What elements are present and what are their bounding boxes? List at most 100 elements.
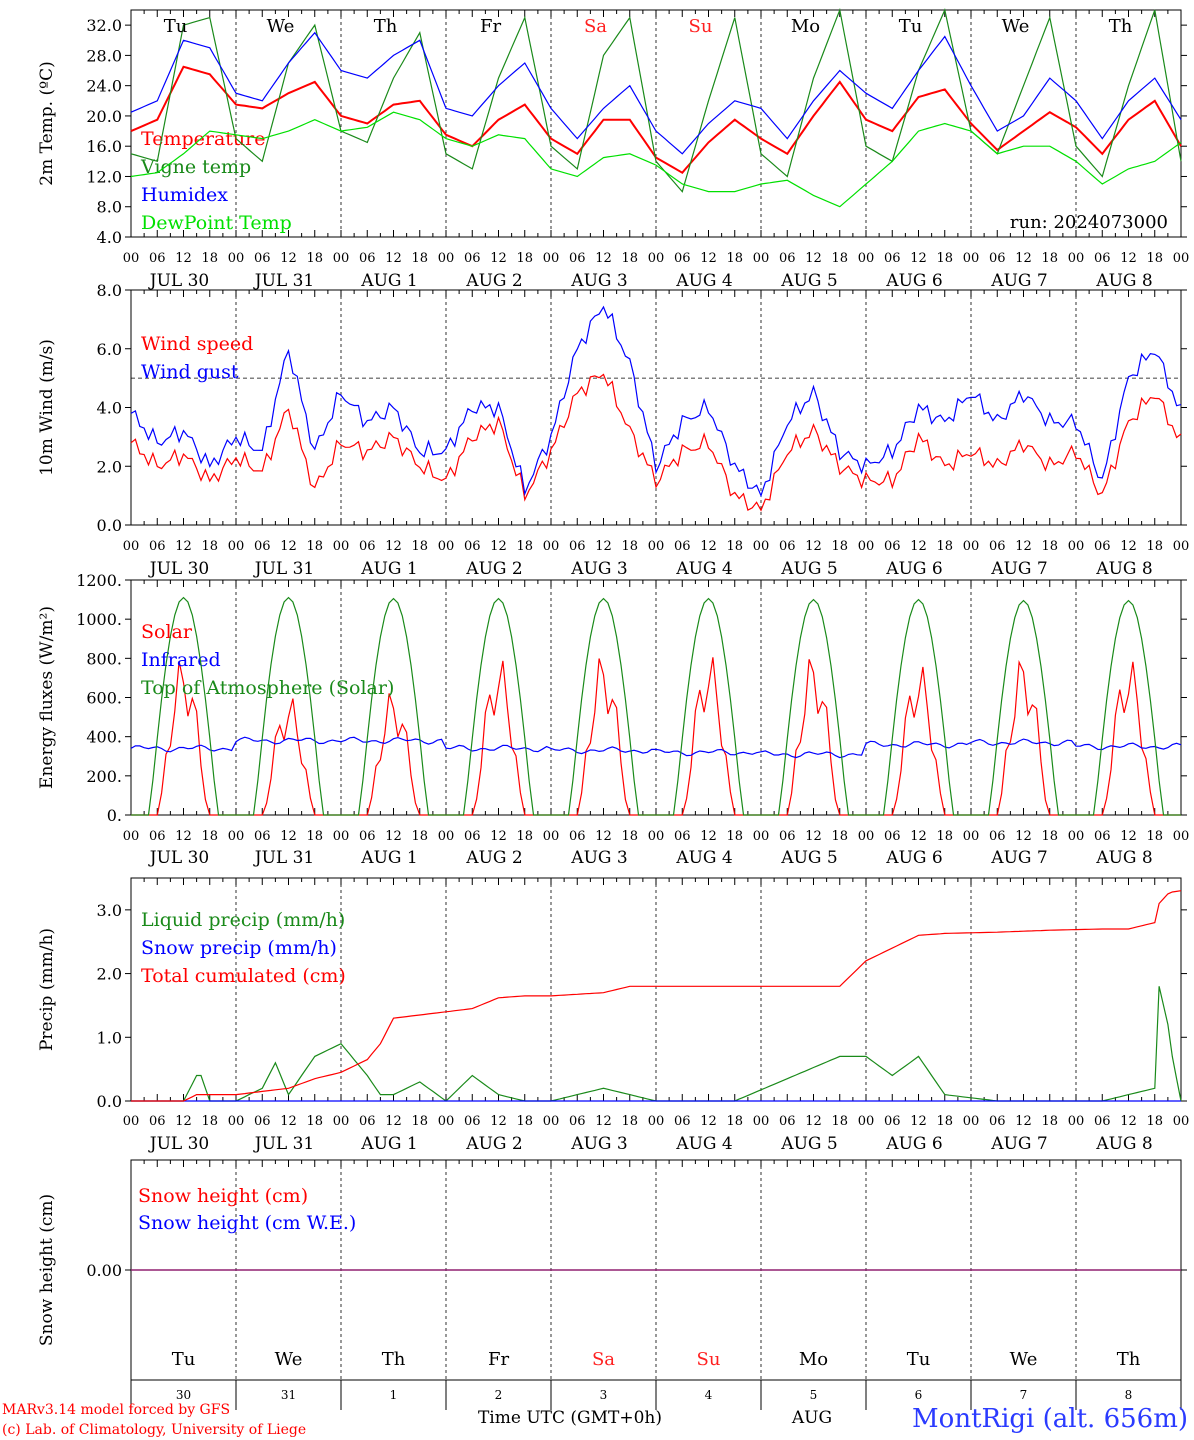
hour-tick-label: 00 [438, 1114, 455, 1129]
date-label: AUG 3 [570, 271, 627, 291]
date-label: JUL 30 [148, 271, 209, 291]
weekday-label: Fr [480, 16, 501, 37]
legend-entry: Top of Atmosphere (Solar) [141, 677, 394, 699]
y-tick-label: 800. [86, 649, 122, 668]
y-tick-label: 12.0 [86, 167, 122, 186]
weekday-label: Th [1109, 16, 1133, 37]
hour-tick-label: 18 [936, 251, 953, 266]
hour-tick-label: 12 [175, 829, 192, 844]
date-label: AUG 1 [360, 848, 417, 868]
hour-tick-label: 06 [464, 539, 481, 554]
y-tick-label: 0.00 [86, 1261, 122, 1280]
hour-tick-label: 06 [254, 251, 271, 266]
weekday-label: Th [374, 16, 398, 37]
legend-entry: Wind speed [141, 333, 253, 355]
hour-tick-label: 06 [779, 251, 796, 266]
hour-tick-label: 00 [858, 829, 875, 844]
hour-tick-label: 12 [805, 829, 822, 844]
hour-tick-label: 18 [726, 539, 743, 554]
legend-entry: Humidex [141, 184, 228, 206]
hour-tick-label: 12 [1015, 539, 1032, 554]
date-label: AUG 5 [780, 848, 837, 868]
hour-tick-label: 18 [1041, 251, 1058, 266]
date-label: JUL 30 [148, 1134, 209, 1154]
hour-tick-label: 18 [201, 829, 218, 844]
hour-tick-label: 12 [1120, 829, 1137, 844]
hour-tick-label: 18 [516, 1114, 533, 1129]
hour-tick-label: 00 [543, 829, 560, 844]
date-label: AUG 2 [465, 271, 522, 291]
date-label: AUG 6 [885, 1134, 942, 1154]
hour-tick-label: 06 [989, 251, 1006, 266]
hour-tick-label: 00 [753, 829, 770, 844]
date-label: JUL 31 [253, 848, 314, 868]
hour-tick-label: 06 [674, 251, 691, 266]
date-label: AUG 1 [360, 1134, 417, 1154]
y-tick-label: 2.0 [97, 965, 122, 984]
y-tick-label: 32.0 [86, 16, 122, 35]
y-tick-label: 4.0 [97, 228, 122, 247]
legend-entry: Snow height (cm W.E.) [138, 1212, 356, 1234]
hour-tick-label: 18 [936, 829, 953, 844]
hour-tick-label: 00 [438, 251, 455, 266]
hour-tick-label: 18 [831, 539, 848, 554]
day-number: 31 [281, 1388, 296, 1402]
date-label: AUG 7 [990, 559, 1047, 579]
y-tick-label: 16.0 [86, 137, 122, 156]
y-tick-label: 1000. [76, 610, 122, 629]
date-label: AUG 2 [465, 559, 522, 579]
date-label: JUL 31 [253, 1134, 314, 1154]
footer-xlabel: Time UTC (GMT+0h) [478, 1408, 662, 1428]
panel-2: 0.0 2.0 4.0 6.0 8.0 10m Wind (m/s) Wind speed W… [37, 281, 1189, 579]
weekday-label-bottom: Fr [488, 1349, 509, 1370]
hour-tick-label: 12 [280, 251, 297, 266]
footer-station: MontRigi (alt. 656m) [912, 1404, 1188, 1434]
hour-tick-label: 18 [201, 1114, 218, 1129]
date-label: AUG 8 [1095, 848, 1152, 868]
date-label: AUG 3 [570, 1134, 627, 1154]
hour-tick-label: 00 [228, 829, 245, 844]
hour-tick-label: 12 [1120, 539, 1137, 554]
date-label: AUG 4 [675, 271, 732, 291]
panel-5: 0.00 Snow height (cm) Snow height (cm) Snow… [37, 1159, 1187, 1410]
hour-tick-label: 12 [1120, 1114, 1137, 1129]
weekday-label-bottom: We [1010, 1349, 1038, 1370]
hour-tick-label: 12 [490, 1114, 507, 1129]
weekday-label-bottom: Sa [592, 1349, 615, 1370]
hour-tick-label: 18 [621, 251, 638, 266]
hour-tick-label: 00 [333, 251, 350, 266]
hour-tick-label: 00 [1173, 539, 1190, 554]
weekday-label: Mo [791, 16, 820, 37]
hour-tick-label: 12 [805, 1114, 822, 1129]
hour-tick-label: 06 [254, 539, 271, 554]
hour-tick-label: 06 [989, 539, 1006, 554]
hour-tick-label: 00 [228, 1114, 245, 1129]
panel-3: 0. 200. 400. 600. 800. 1000. 1200. Energy fluxe… [37, 571, 1189, 868]
hour-tick-label: 06 [884, 1114, 901, 1129]
day-number: 4 [705, 1388, 713, 1402]
footer-credit-line2: (c) Lab. of Climatology, University of L… [2, 1422, 306, 1438]
hour-tick-label: 06 [674, 539, 691, 554]
y-tick-label: 28.0 [86, 46, 122, 65]
hour-tick-label: 12 [280, 1114, 297, 1129]
hour-tick-label: 12 [700, 829, 717, 844]
hour-tick-label: 00 [438, 829, 455, 844]
hour-tick-label: 00 [648, 539, 665, 554]
weekday-label-bottom: Th [1117, 1349, 1141, 1370]
hour-tick-label: 18 [831, 829, 848, 844]
weekday-label: Sa [584, 16, 607, 37]
hour-tick-label: 00 [858, 251, 875, 266]
y-axis-label: Energy fluxes (W/m²) [37, 606, 57, 789]
hour-tick-label: 00 [228, 251, 245, 266]
hour-tick-label: 06 [464, 829, 481, 844]
day-number: 8 [1125, 1388, 1133, 1402]
series-line-3-2 [130, 736, 1182, 759]
hour-tick-label: 06 [254, 829, 271, 844]
hour-tick-label: 18 [1146, 1114, 1163, 1129]
weekday-label: We [267, 16, 295, 37]
hour-tick-label: 06 [464, 251, 481, 266]
hour-tick-label: 18 [936, 1114, 953, 1129]
date-label: AUG 3 [570, 848, 627, 868]
hour-tick-label: 18 [726, 1114, 743, 1129]
hour-tick-label: 12 [1015, 251, 1032, 266]
